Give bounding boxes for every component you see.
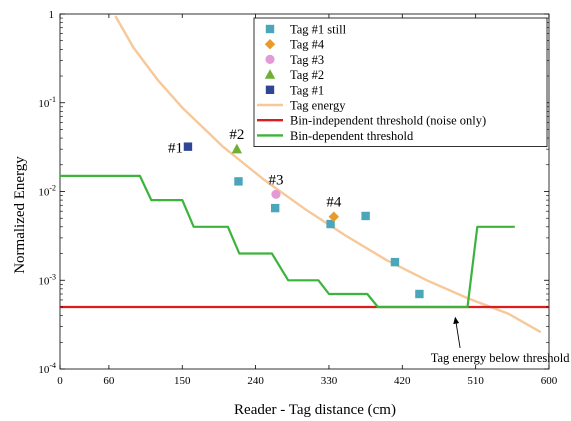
legend-label: Tag #1 still: [290, 23, 347, 37]
data-point-tag-3: [271, 189, 281, 199]
y-tick-label: 1: [49, 9, 55, 21]
legend-symbol: [265, 54, 275, 64]
legend-label: Tag #1: [290, 83, 324, 97]
legend-symbol: [264, 39, 276, 50]
data-point-tag-2: [231, 143, 243, 154]
x-tick-label: 420: [394, 375, 411, 387]
annotation-text: Tag energy below threshold: [431, 351, 571, 365]
x-tick-label: 240: [247, 375, 264, 387]
legend-label: Bin-dependent threshold: [290, 129, 414, 143]
x-tick-label: 510: [467, 375, 484, 387]
y-tick-label: 10-1: [38, 95, 56, 110]
x-tick-label: 600: [541, 375, 558, 387]
data-point-tag-1-still: [270, 203, 280, 213]
legend-label: Tag #2: [290, 68, 324, 82]
x-tick-label: 150: [174, 375, 191, 387]
data-point-tag-1-still: [390, 257, 400, 267]
legend-symbol: [265, 85, 275, 94]
legend-label: Tag #4: [290, 38, 325, 52]
series-line-bin-dependent-threshold: [60, 174, 515, 309]
y-tick-label: 10-2: [38, 184, 56, 199]
annotation-arrow: [453, 316, 461, 349]
data-point-tag-1-still: [234, 177, 243, 186]
annotation-label: #3: [268, 172, 283, 188]
legend-label: Bin-independent threshold (noise only): [290, 114, 486, 128]
legend-symbol: [265, 24, 275, 34]
legend-symbol: [264, 69, 276, 79]
x-tick-label: 330: [321, 375, 338, 387]
x-tick-label: 60: [103, 375, 115, 387]
legend-box: [253, 17, 548, 148]
data-point-tag-1: [183, 142, 193, 151]
x-tick-label: 0: [57, 375, 63, 387]
annotation-label: #2: [229, 127, 244, 143]
legend-label: Tag energy: [290, 99, 346, 113]
annotation-label: #1: [168, 141, 183, 157]
legend-label: Tag #3: [290, 53, 324, 67]
y-axis-title: Normalized Energy: [12, 156, 28, 274]
data-point-tag-1-still: [415, 289, 424, 299]
data-point-tag-1-still: [361, 211, 370, 221]
annotation-label: #4: [326, 195, 342, 211]
y-tick-label: 10-3: [38, 272, 56, 287]
y-tick-label: 10-4: [38, 361, 56, 376]
x-axis-title: Reader - Tag distance (cm): [234, 402, 396, 418]
data-point-tag-1-still: [326, 219, 335, 229]
data-point-tag-4: [328, 211, 340, 222]
